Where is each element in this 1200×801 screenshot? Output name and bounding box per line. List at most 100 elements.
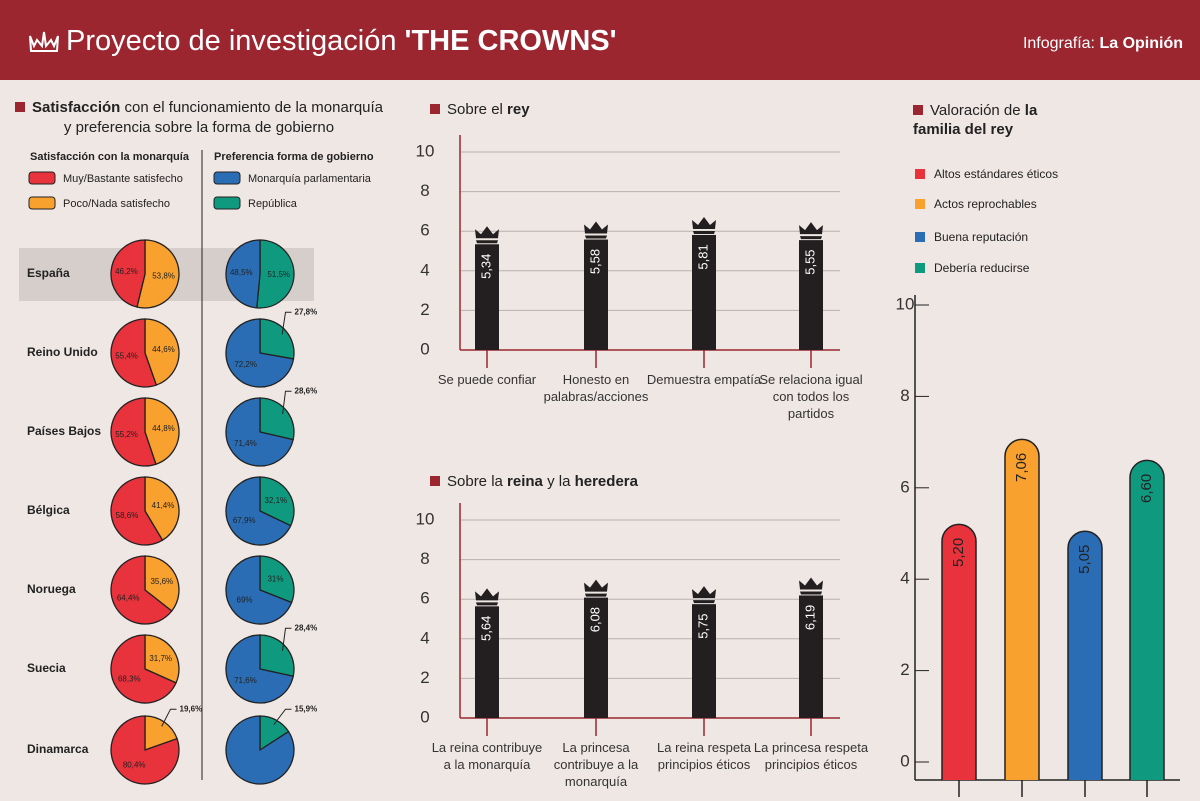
pie-slice	[144, 555, 180, 612]
bar	[799, 240, 823, 350]
value-label: 35,6%	[150, 577, 173, 586]
pie-title-bold: Satisfacción	[31, 99, 121, 116]
y-tick-label: 2	[900, 660, 909, 679]
value-label: 46,2%	[115, 267, 138, 276]
x-tick-label: La reina respeta principios éticos	[657, 740, 751, 772]
legend-label: Buena reputación	[934, 230, 1028, 244]
y-tick-label: 6	[900, 477, 909, 496]
value-label: 80,4%	[123, 760, 146, 769]
value-label: 69%	[237, 596, 253, 605]
value-label: 5,05	[1076, 545, 1093, 574]
pie-slice	[144, 318, 180, 386]
pie-slice	[225, 239, 261, 309]
legend-label: Actos reprochables	[934, 197, 1037, 211]
legend-swatch	[213, 171, 241, 185]
y-tick-label: 8	[900, 386, 909, 405]
legend-label: Monarquía parlamentaria	[248, 173, 372, 185]
bar	[1004, 438, 1040, 780]
y-tick-label: 0	[420, 707, 429, 726]
value-label: 5,55	[802, 249, 817, 274]
pie-slice	[259, 318, 295, 360]
pie-slice	[259, 397, 295, 441]
country-label: Dinamarca	[27, 742, 89, 756]
pie-slice	[256, 239, 295, 309]
value-label: 55,2%	[115, 430, 138, 439]
value-label: 27,8%	[295, 307, 318, 316]
country-label: Reino Unido	[27, 345, 98, 359]
y-tick-label: 10	[416, 509, 435, 528]
crown	[692, 216, 716, 234]
value-label: 64,4%	[117, 593, 140, 602]
value-label: 6,60	[1138, 474, 1155, 503]
value-label: 51,5%	[267, 270, 290, 279]
value-label: 58,6%	[116, 511, 139, 520]
y-tick-label: 0	[900, 751, 909, 770]
legend-label: Altos estándares éticos	[934, 167, 1058, 181]
leader-line	[273, 708, 292, 725]
value-label: 31,7%	[149, 654, 172, 663]
pie-slice	[225, 397, 294, 467]
x-tick-label: Se relaciona igual con todos los partido…	[759, 372, 863, 421]
value-label: 71,6%	[234, 676, 257, 685]
title-part: reina	[507, 473, 543, 490]
title-part: heredera	[574, 473, 638, 490]
value-label: 44,8%	[152, 424, 175, 433]
country-label: Suecia	[27, 661, 66, 675]
legend-label: Poco/Nada satisfecho	[63, 198, 170, 210]
value-label: 5,64	[478, 616, 493, 641]
bar	[584, 239, 608, 350]
leader-line	[161, 708, 177, 727]
x-tick-label: Se puede confiar	[437, 372, 537, 387]
credit-text: Infografía:	[1023, 35, 1095, 52]
country-label: Bélgica	[27, 503, 70, 517]
x-tick-label: Demuestra empatía	[646, 372, 762, 387]
y-tick-label: 4	[900, 569, 909, 588]
title-part: Sobre la	[447, 473, 503, 490]
pie-slice	[110, 318, 158, 388]
y-tick-label: 4	[420, 628, 429, 647]
value-label: 68,3%	[118, 674, 141, 683]
header-credit: Infografía: La Opinión	[1023, 35, 1183, 52]
crown	[799, 222, 823, 240]
bar	[799, 595, 823, 718]
legend-swatch	[213, 196, 241, 210]
legend-swatch	[915, 263, 925, 273]
value-label: 6,19	[802, 605, 817, 630]
pie-slice	[110, 476, 164, 546]
y-tick-label: 10	[416, 141, 435, 160]
credit-bold: La Opinión	[1099, 35, 1183, 52]
chart-title: Sobre la reina y la heredera	[430, 473, 638, 490]
legend-label: República	[248, 198, 298, 210]
y-tick-label: 10	[896, 294, 915, 313]
pie-slice	[259, 476, 295, 527]
pie-slice	[110, 397, 157, 467]
x-tick-label: La princesa respeta principios éticos	[753, 740, 869, 772]
pie-slice	[225, 476, 292, 546]
y-tick-label: 6	[420, 589, 429, 608]
country-label: Noruega	[27, 582, 76, 596]
pie-slice	[136, 239, 180, 309]
y-tick-label: 4	[420, 260, 429, 279]
legend-swatch	[915, 169, 925, 179]
title-part: Sobre el	[447, 101, 503, 118]
pie-slice	[225, 634, 295, 704]
value-label: 48,5%	[230, 268, 253, 277]
pie-slice	[259, 555, 295, 604]
value-label: 44,6%	[152, 345, 175, 354]
value-label: 19,6%	[180, 704, 203, 713]
bar	[584, 597, 608, 718]
value-label: 28,4%	[295, 623, 318, 632]
value-label: 6,08	[587, 607, 602, 632]
crown	[584, 221, 608, 239]
y-tick-label: 2	[420, 300, 429, 319]
title-part: la familia del rey	[913, 102, 1038, 138]
header-title: Proyecto de investigación 'THE CROWNS'	[66, 25, 617, 57]
group-title: Satisfacción con la monarquía	[30, 151, 190, 163]
crown	[584, 579, 608, 597]
value-label: 5,75	[695, 613, 710, 638]
value-label: 15,9%	[295, 704, 318, 713]
value-label: 31%	[267, 575, 283, 584]
value-label: 41,4%	[152, 501, 175, 510]
